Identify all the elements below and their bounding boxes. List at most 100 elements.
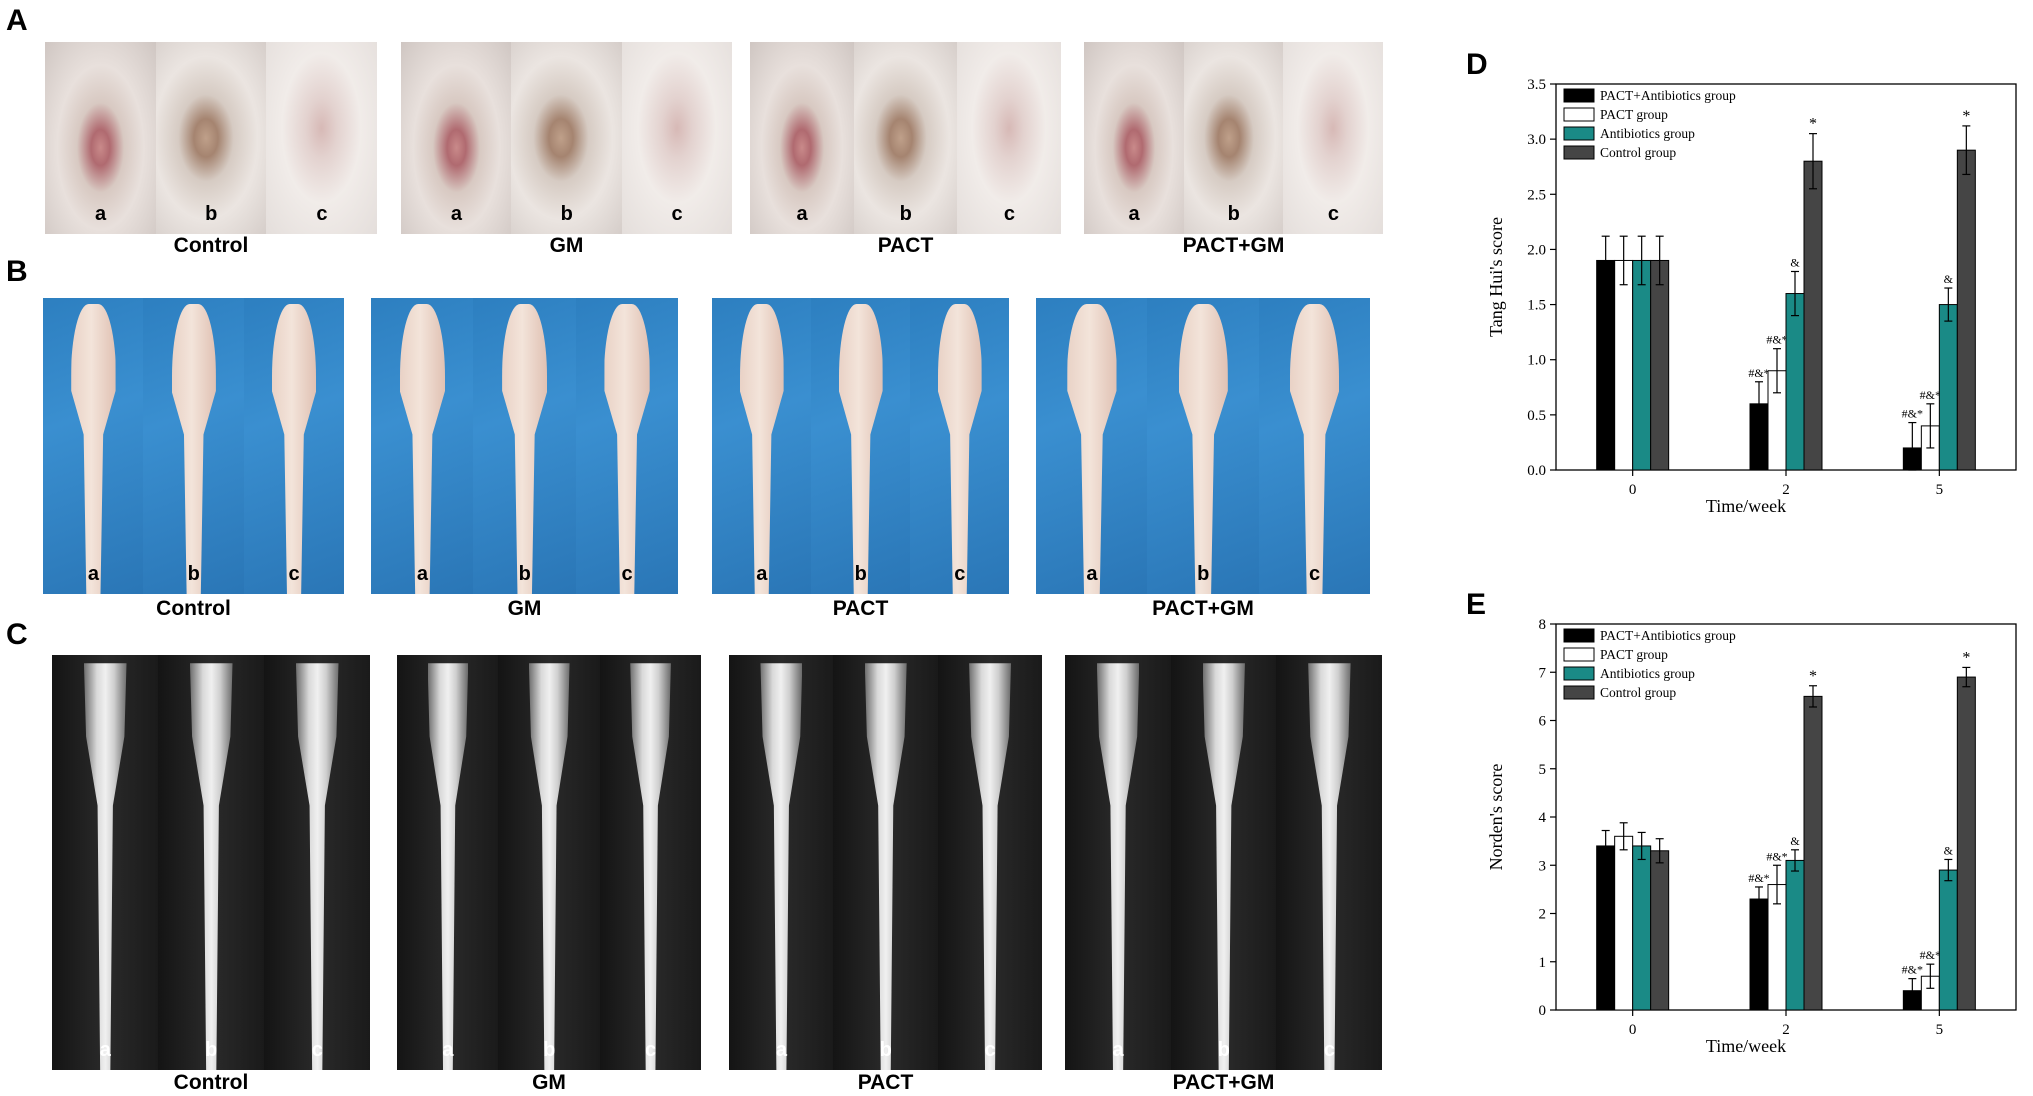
x-tick-label: 2 bbox=[1782, 1022, 1790, 1038]
legend-swatch bbox=[1563, 126, 1595, 141]
tile-label: a bbox=[1128, 203, 1140, 225]
tile-label: c bbox=[621, 563, 633, 585]
tile-label: a bbox=[99, 1039, 111, 1061]
y-tick-label: 3.5 bbox=[1527, 77, 1546, 93]
xray-bone bbox=[630, 663, 671, 1070]
photo-tile: a bbox=[401, 42, 512, 234]
y-tick-label: 0 bbox=[1539, 1003, 1547, 1019]
y-tick-label: 1 bbox=[1539, 955, 1547, 971]
group-caption: PACT bbox=[832, 597, 889, 620]
photo-a-control: a b c bbox=[45, 42, 377, 234]
tile-label: a bbox=[442, 1039, 454, 1061]
photo-tile: a bbox=[397, 655, 499, 1070]
legend-label: Antibiotics group bbox=[1600, 666, 1695, 681]
xray-bone bbox=[864, 663, 907, 1070]
photo-tile: c bbox=[621, 42, 732, 234]
tile-label: c bbox=[288, 563, 300, 585]
bone-specimen bbox=[1289, 303, 1340, 594]
significance-label: * bbox=[1809, 116, 1817, 133]
significance-label: #&* bbox=[1920, 388, 1941, 402]
legend-swatch bbox=[1563, 88, 1595, 103]
significance-label: & bbox=[1790, 255, 1800, 269]
legend-label: Control group bbox=[1600, 145, 1676, 160]
bone-specimen bbox=[1067, 303, 1117, 594]
group-caption: PACT bbox=[877, 234, 934, 257]
y-tick-label: 1.0 bbox=[1527, 353, 1546, 369]
photo-b-pact: a b c bbox=[712, 298, 1009, 594]
photo-tile: a bbox=[750, 42, 855, 234]
photo-c-pact-gm: a b c bbox=[1065, 655, 1382, 1070]
bone-specimen bbox=[71, 303, 116, 594]
bar bbox=[1596, 259, 1616, 471]
bar bbox=[1614, 259, 1634, 471]
bar bbox=[1650, 850, 1670, 1011]
bar bbox=[1785, 293, 1805, 471]
legend-label: PACT group bbox=[1600, 107, 1668, 122]
tile-label: b bbox=[560, 203, 573, 225]
tile-label: c bbox=[1323, 1039, 1335, 1061]
bar bbox=[1803, 160, 1823, 471]
group-caption: Control bbox=[173, 1071, 249, 1094]
x-tick-label: 2 bbox=[1782, 482, 1790, 498]
tile-label: b bbox=[518, 563, 531, 585]
tile-label: c bbox=[671, 203, 683, 225]
tile-label: a bbox=[756, 563, 768, 585]
significance-label: * bbox=[1962, 649, 1970, 666]
xray-bone bbox=[1202, 663, 1245, 1070]
photo-tile: b bbox=[158, 655, 265, 1070]
group-caption: GM bbox=[507, 597, 542, 620]
legend-label: PACT group bbox=[1600, 647, 1668, 662]
tile-label: b bbox=[1227, 203, 1240, 225]
photo-tile: b bbox=[473, 298, 577, 594]
tile-label: b bbox=[854, 563, 867, 585]
tile-label: b bbox=[1197, 563, 1210, 585]
bone-specimen bbox=[399, 303, 446, 594]
photo-tile: a bbox=[1084, 42, 1185, 234]
bar bbox=[1632, 259, 1652, 471]
significance-label: #&* bbox=[1748, 871, 1769, 885]
tile-label: a bbox=[796, 203, 808, 225]
legend-swatch bbox=[1563, 628, 1595, 643]
photo-tile: b bbox=[833, 655, 939, 1070]
significance-label: #&* bbox=[1748, 366, 1769, 380]
y-tick-label: 5 bbox=[1539, 762, 1547, 778]
significance-label: & bbox=[1790, 834, 1800, 848]
photo-tile: c bbox=[1283, 42, 1383, 234]
photo-tile: a bbox=[43, 298, 144, 594]
photo-tile: a bbox=[371, 298, 474, 594]
tile-label: a bbox=[95, 203, 107, 225]
significance-label: * bbox=[1809, 668, 1817, 685]
bone-specimen bbox=[271, 303, 317, 594]
photo-tile: c bbox=[243, 298, 344, 594]
photo-tile: c bbox=[575, 298, 678, 594]
x-axis-label: Time/week bbox=[1706, 1036, 1786, 1056]
group-caption: Control bbox=[156, 597, 231, 620]
y-axis-label: Norden's score bbox=[1486, 764, 1506, 871]
significance-label: #&* bbox=[1766, 333, 1787, 347]
bar bbox=[1614, 835, 1634, 1011]
photo-c-control: a b c bbox=[52, 655, 370, 1070]
photo-tile: b bbox=[155, 42, 267, 234]
tile-label: c bbox=[311, 1039, 323, 1061]
tile-label: b bbox=[543, 1039, 556, 1061]
bone-specimen bbox=[1178, 303, 1228, 594]
panel-label-d: D bbox=[1466, 48, 1488, 81]
photo-tile: a bbox=[712, 298, 812, 594]
tile-label: b bbox=[187, 563, 200, 585]
photo-tile: c bbox=[910, 298, 1009, 594]
photo-b-control: a b c bbox=[43, 298, 344, 594]
tile-label: a bbox=[416, 563, 428, 585]
photo-tile: a bbox=[1065, 655, 1172, 1070]
x-axis-label: Time/week bbox=[1706, 496, 1786, 516]
xray-bone bbox=[427, 663, 469, 1070]
legend-swatch bbox=[1563, 685, 1595, 700]
legend-label: PACT+Antibiotics group bbox=[1600, 628, 1736, 643]
xray-bone bbox=[528, 663, 570, 1070]
bar bbox=[1785, 859, 1805, 1011]
xray-bone bbox=[1096, 663, 1140, 1070]
photo-tile: b bbox=[143, 298, 245, 594]
legend-swatch bbox=[1563, 145, 1595, 160]
legend-swatch bbox=[1563, 666, 1595, 681]
tile-label: c bbox=[954, 563, 966, 585]
